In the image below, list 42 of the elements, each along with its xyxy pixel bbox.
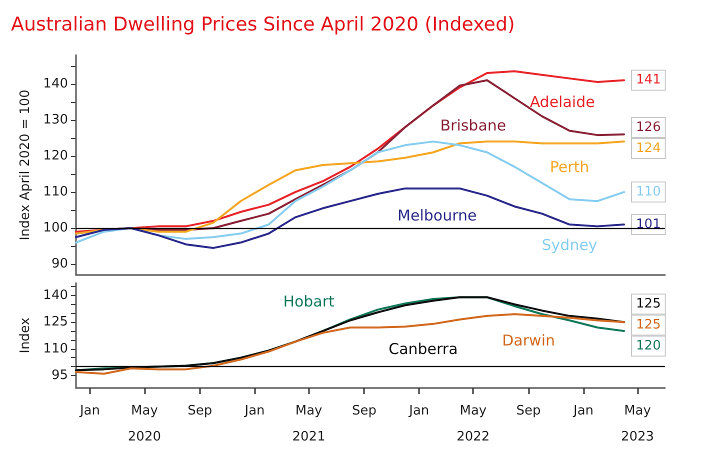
series-label: Brisbane <box>440 116 506 134</box>
y-axis-title: Index April 2020 = 100 <box>18 90 33 240</box>
line-series <box>75 296 626 372</box>
data-label: 124 <box>636 140 661 156</box>
x-tick-label: Sep <box>188 404 212 418</box>
data-label: 101 <box>636 217 661 232</box>
x-tick-label: Jan <box>408 404 430 418</box>
y-tick-label: 110 <box>43 184 68 200</box>
data-label: 126 <box>636 120 661 135</box>
data-label: 110 <box>636 184 661 200</box>
y-axis-title: Index <box>18 317 33 354</box>
series-label: Hobart <box>283 292 335 311</box>
x-tick-label: May 2021 <box>292 404 326 444</box>
y-tick-label: 120 <box>43 148 68 164</box>
x-tick-label: May 2023 <box>620 404 654 444</box>
y-tick-label: 125 <box>43 314 68 330</box>
data-label: 125 <box>636 296 661 312</box>
y-tick-label: 100 <box>43 220 68 236</box>
series-label: Darwin <box>502 331 555 350</box>
x-tick-label: Sep <box>516 404 541 418</box>
x-tick-label: May 2020 <box>128 404 161 444</box>
series-label: Adelaide <box>530 92 595 111</box>
y-tick-label: 90 <box>51 256 68 272</box>
y-tick-label: 110 <box>43 341 68 356</box>
x-tick-label: Sep <box>352 404 376 418</box>
series-label: Perth <box>550 158 590 176</box>
chart-title: Australian Dwelling Prices Since April 2020 (Indexed) <box>11 14 515 36</box>
text: Sydney <box>542 236 598 254</box>
x-tick-label: Jan <box>244 404 265 418</box>
line-series <box>75 313 626 375</box>
y-tick-label: 95 <box>51 368 68 384</box>
series-label: Canberra <box>388 340 458 358</box>
x-tick-label: Jan <box>572 404 594 418</box>
y-tick-label: 140 <box>43 76 68 92</box>
y-tick-label: 130 <box>43 112 68 128</box>
x-tick-label: May 2022 <box>456 404 490 444</box>
series-label: Melbourne <box>398 206 477 224</box>
data-label: 125 <box>636 318 661 333</box>
y-tick-label: 140 <box>43 288 68 303</box>
data-label: 141 <box>636 72 661 88</box>
x-tick-label: Jan <box>78 404 100 418</box>
data-label: 120 <box>636 338 661 354</box>
